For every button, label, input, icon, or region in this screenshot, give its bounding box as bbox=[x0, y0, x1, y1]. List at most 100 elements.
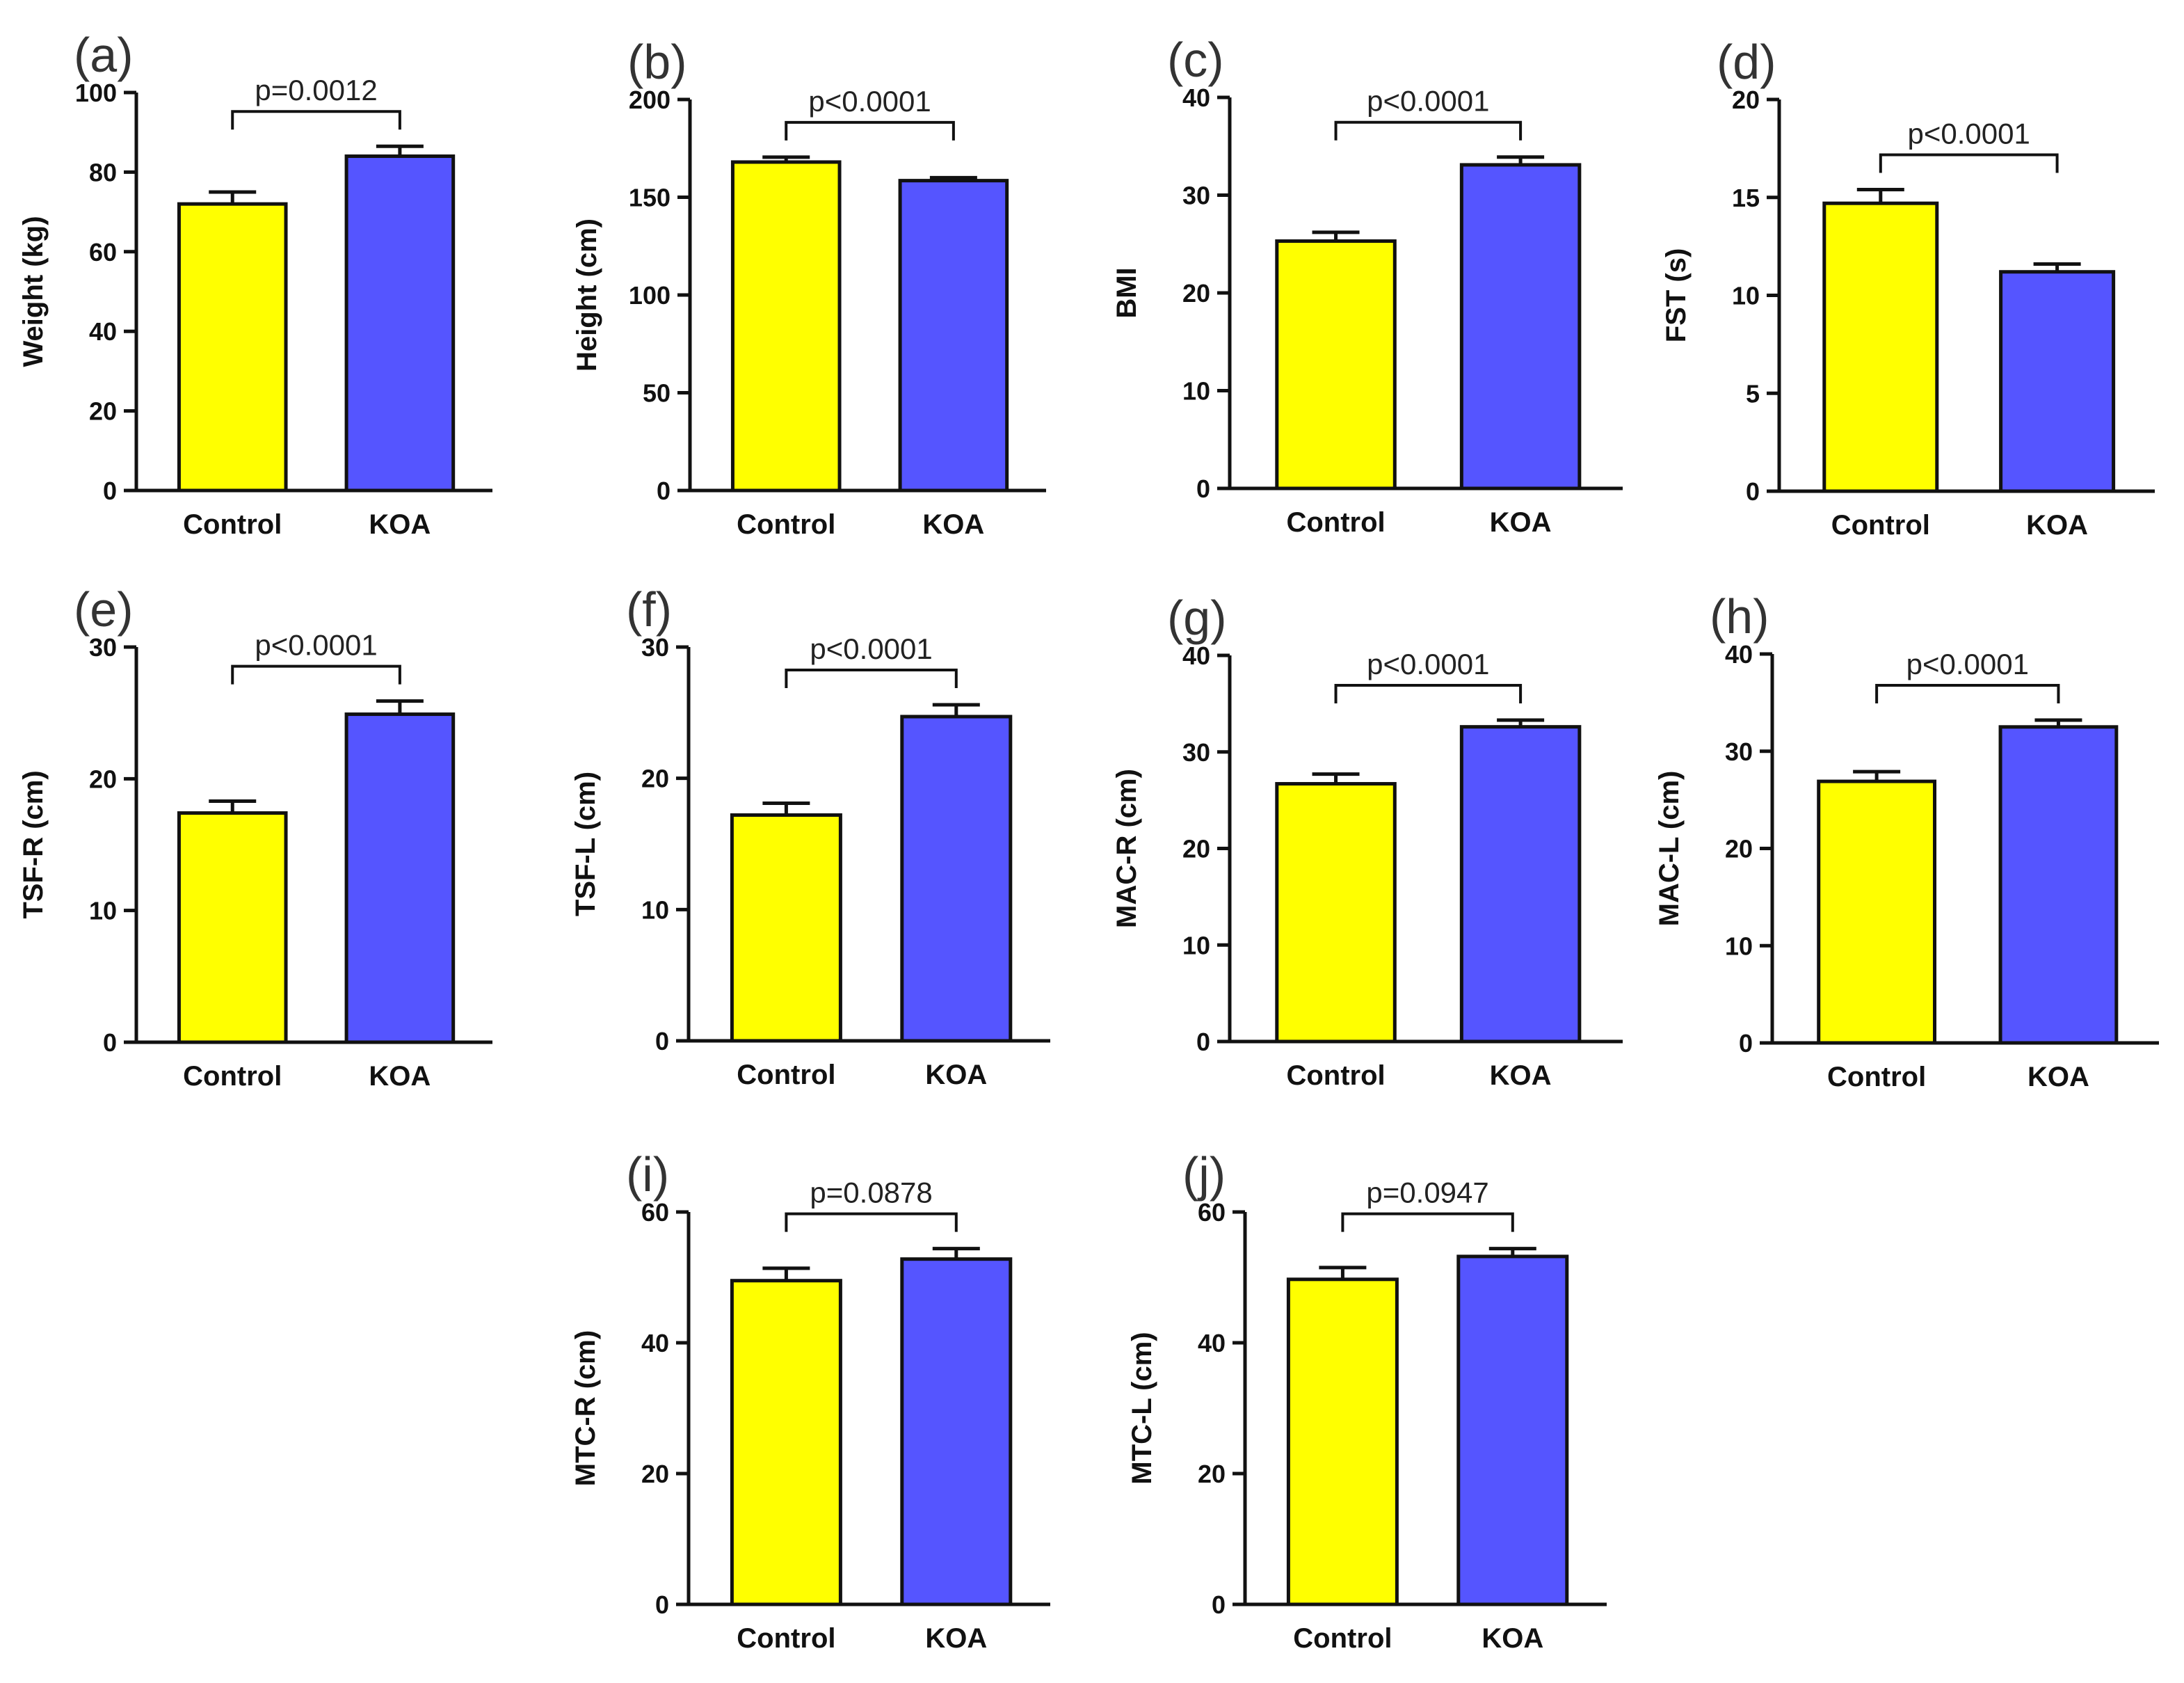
error-bar bbox=[762, 801, 810, 815]
error-bar bbox=[1312, 230, 1360, 241]
significance-bracket bbox=[1879, 153, 2059, 173]
x-tick-label: Control bbox=[1293, 1623, 1392, 1654]
panel-letter: (i) bbox=[626, 1147, 669, 1202]
error-bar bbox=[762, 1266, 810, 1281]
y-tick-label: 20 bbox=[1182, 279, 1210, 308]
x-tick-label: Control bbox=[737, 1060, 835, 1090]
y-tick-label: 200 bbox=[629, 86, 671, 114]
x-tick-label: Control bbox=[737, 509, 835, 540]
y-axis-label: Height (cm) bbox=[572, 218, 602, 372]
error-bar bbox=[1497, 718, 1545, 727]
x-tick-label: KOA bbox=[925, 1623, 987, 1654]
significance-bracket bbox=[231, 110, 401, 130]
panel-letter: (d) bbox=[1717, 35, 1776, 89]
bar-koa bbox=[900, 1257, 1013, 1606]
y-axis-label: BMI bbox=[1111, 267, 1142, 318]
x-tick-label: Control bbox=[1286, 1060, 1385, 1091]
chart-panel-i: (i) 0 20 40 60 MTC-R (cm) Control KOA p=0.0878 bbox=[570, 1147, 1050, 1654]
y-tick-label: 50 bbox=[643, 379, 671, 408]
p-value-label: p<0.0001 bbox=[1908, 117, 2030, 150]
y-tick-label: 40 bbox=[1182, 83, 1210, 112]
p-value-label: p=0.0947 bbox=[1366, 1176, 1488, 1209]
y-tick-label: 10 bbox=[89, 897, 117, 925]
bar-control bbox=[1275, 782, 1397, 1044]
y-tick-label: 40 bbox=[641, 1329, 669, 1357]
significance-bracket bbox=[1875, 684, 2060, 704]
x-tick-label: Control bbox=[1286, 507, 1385, 538]
p-value-label: p<0.0001 bbox=[1906, 648, 2029, 680]
bar-control bbox=[730, 1279, 842, 1606]
error-bar bbox=[1488, 1247, 1536, 1257]
y-tick-label: 80 bbox=[89, 158, 117, 186]
x-tick-label: Control bbox=[183, 509, 282, 540]
bar-koa bbox=[898, 179, 1009, 493]
y-axis-label: MTC-R (cm) bbox=[570, 1330, 601, 1486]
bar-koa bbox=[344, 154, 456, 493]
bar-koa bbox=[1459, 163, 1582, 490]
y-tick-label: 10 bbox=[641, 895, 669, 924]
y-tick-label: 40 bbox=[1198, 1329, 1226, 1357]
y-tick-label: 15 bbox=[1732, 184, 1760, 212]
panel-letter: (c) bbox=[1167, 33, 1224, 87]
p-value-label: p=0.0878 bbox=[810, 1176, 932, 1209]
y-tick-label: 0 bbox=[1746, 477, 1760, 506]
x-tick-label: Control bbox=[737, 1623, 835, 1654]
error-bar bbox=[209, 190, 257, 205]
y-axis-label: MAC-L (cm) bbox=[1654, 771, 1685, 927]
y-tick-label: 0 bbox=[1212, 1590, 1226, 1619]
y-tick-label: 0 bbox=[655, 1590, 669, 1619]
y-tick-label: 20 bbox=[89, 765, 117, 793]
x-tick-label: KOA bbox=[1490, 507, 1552, 538]
bar-control bbox=[177, 811, 288, 1044]
p-value-label: p=0.0012 bbox=[255, 74, 377, 106]
significance-bracket bbox=[1334, 120, 1523, 141]
x-tick-label: KOA bbox=[1482, 1623, 1543, 1654]
x-tick-label: Control bbox=[183, 1061, 282, 1092]
y-tick-label: 40 bbox=[1725, 640, 1753, 669]
y-tick-label: 10 bbox=[1182, 931, 1210, 959]
y-tick-label: 0 bbox=[103, 1028, 117, 1057]
error-bar bbox=[376, 144, 424, 157]
p-value-label: p<0.0001 bbox=[808, 85, 931, 118]
significance-bracket bbox=[231, 664, 401, 685]
chart-panel-e: (e) 0 10 20 30 TSF-R (cm) Control KOA p<0.0001 bbox=[18, 582, 492, 1092]
x-tick-label: KOA bbox=[1490, 1060, 1552, 1091]
error-bar bbox=[929, 175, 977, 181]
panel-letter: (f) bbox=[626, 582, 672, 637]
significance-bracket bbox=[785, 669, 958, 689]
p-value-label: p<0.0001 bbox=[1367, 648, 1489, 680]
error-bar bbox=[1319, 1266, 1367, 1279]
x-tick-label: KOA bbox=[922, 509, 984, 540]
y-axis-label: TSF-R (cm) bbox=[18, 770, 49, 918]
y-tick-label: 20 bbox=[1198, 1460, 1226, 1488]
bar-koa bbox=[344, 712, 456, 1044]
error-bar bbox=[376, 699, 424, 715]
bar-koa bbox=[1998, 725, 2119, 1045]
y-tick-label: 30 bbox=[1182, 182, 1210, 210]
y-tick-label: 0 bbox=[1739, 1029, 1753, 1058]
panel-letter: (b) bbox=[627, 35, 687, 89]
chart-panel-h: (h) 0 10 20 30 40 MAC-L (cm) Control KOA p<0.0001 bbox=[1654, 589, 2159, 1092]
y-tick-label: 100 bbox=[75, 79, 117, 107]
panel-letter: (h) bbox=[1710, 589, 1769, 644]
bar-control bbox=[730, 813, 842, 1043]
y-tick-label: 20 bbox=[1732, 86, 1760, 114]
bar-control bbox=[730, 160, 842, 493]
p-value-label: p<0.0001 bbox=[810, 632, 932, 665]
p-value-label: p<0.0001 bbox=[255, 629, 377, 662]
chart-panel-c: (c) 0 10 20 30 40 BMI Control KOA p<0.0001 bbox=[1111, 33, 1623, 538]
y-tick-label: 20 bbox=[1725, 835, 1753, 863]
y-axis-label: MAC-R (cm) bbox=[1111, 769, 1142, 928]
y-tick-label: 20 bbox=[1182, 835, 1210, 863]
bar-koa bbox=[900, 715, 1013, 1043]
bar-koa bbox=[1999, 270, 2116, 493]
error-bar bbox=[932, 703, 980, 717]
y-tick-label: 20 bbox=[641, 765, 669, 793]
y-tick-label: 0 bbox=[657, 477, 671, 505]
y-tick-label: 100 bbox=[629, 281, 671, 310]
chart-panel-g: (g) 0 10 20 30 40 MAC-R (cm) Control KOA p<0.0001 bbox=[1111, 591, 1623, 1091]
chart-panel-b: (b) 0 50 100 150 200 Height (cm) Control KOA p<0.… bbox=[572, 35, 1046, 540]
bar-control bbox=[1822, 201, 1939, 493]
y-tick-label: 20 bbox=[89, 397, 117, 426]
